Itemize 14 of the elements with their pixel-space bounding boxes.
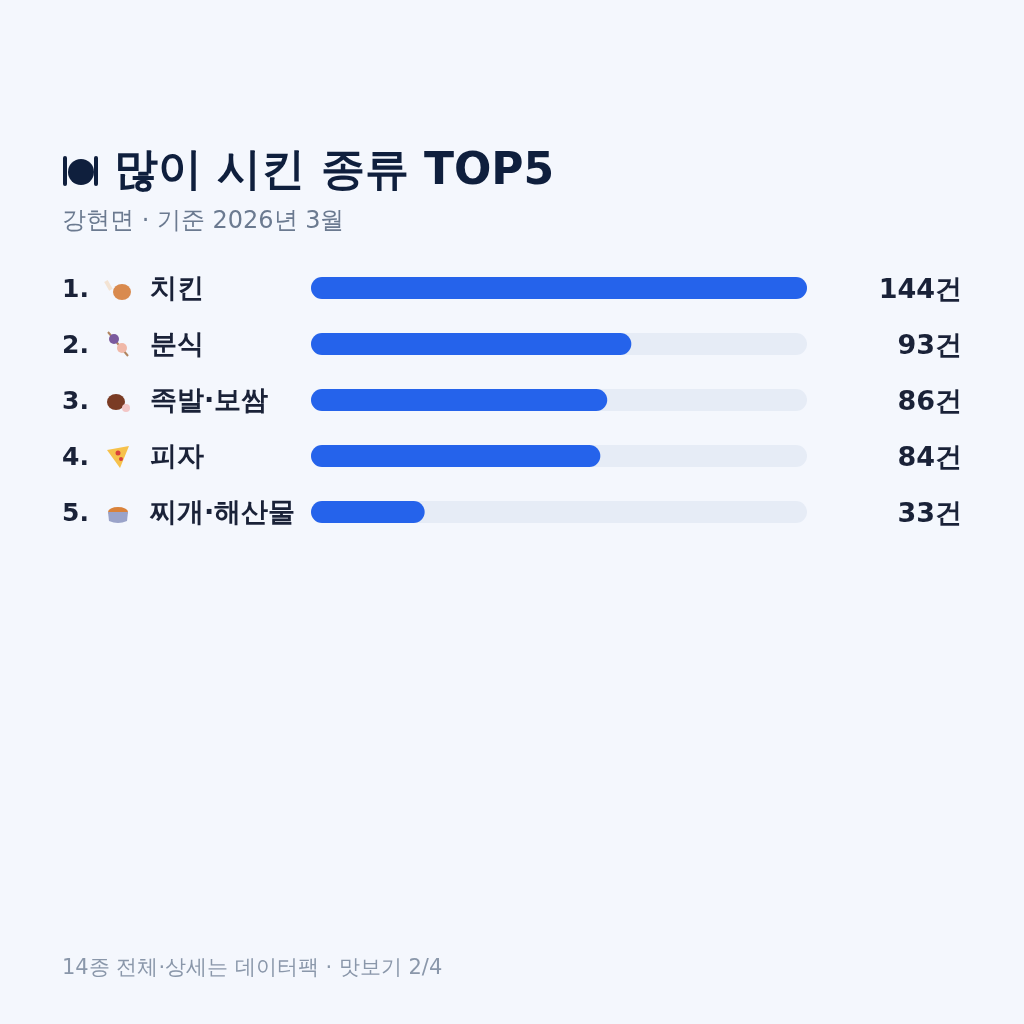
data-label: 144건: [878, 273, 962, 304]
text: 14종 전체·상세는 데이터팩 · 맛보기 2/4: [62, 954, 443, 981]
category-label: 4. 피자: [62, 440, 204, 471]
category-label: 3. 족발·보쌈: [62, 384, 269, 415]
data-label: 84건: [897, 441, 962, 472]
data-label: 86건: [897, 385, 962, 416]
category-label: 2. 분식: [62, 328, 204, 359]
category-label: 1. 치킨: [62, 272, 204, 303]
bar: [311, 501, 425, 523]
chart-title: 많이 시킨 종류 TOP5: [114, 142, 555, 196]
chart-subtitle: 강현면 · 기준 2026년 3월: [62, 205, 345, 236]
category-label: 5. 찌개·해산물: [62, 496, 296, 527]
data-label: 33건: [897, 497, 962, 528]
data-label: 93건: [897, 329, 962, 360]
